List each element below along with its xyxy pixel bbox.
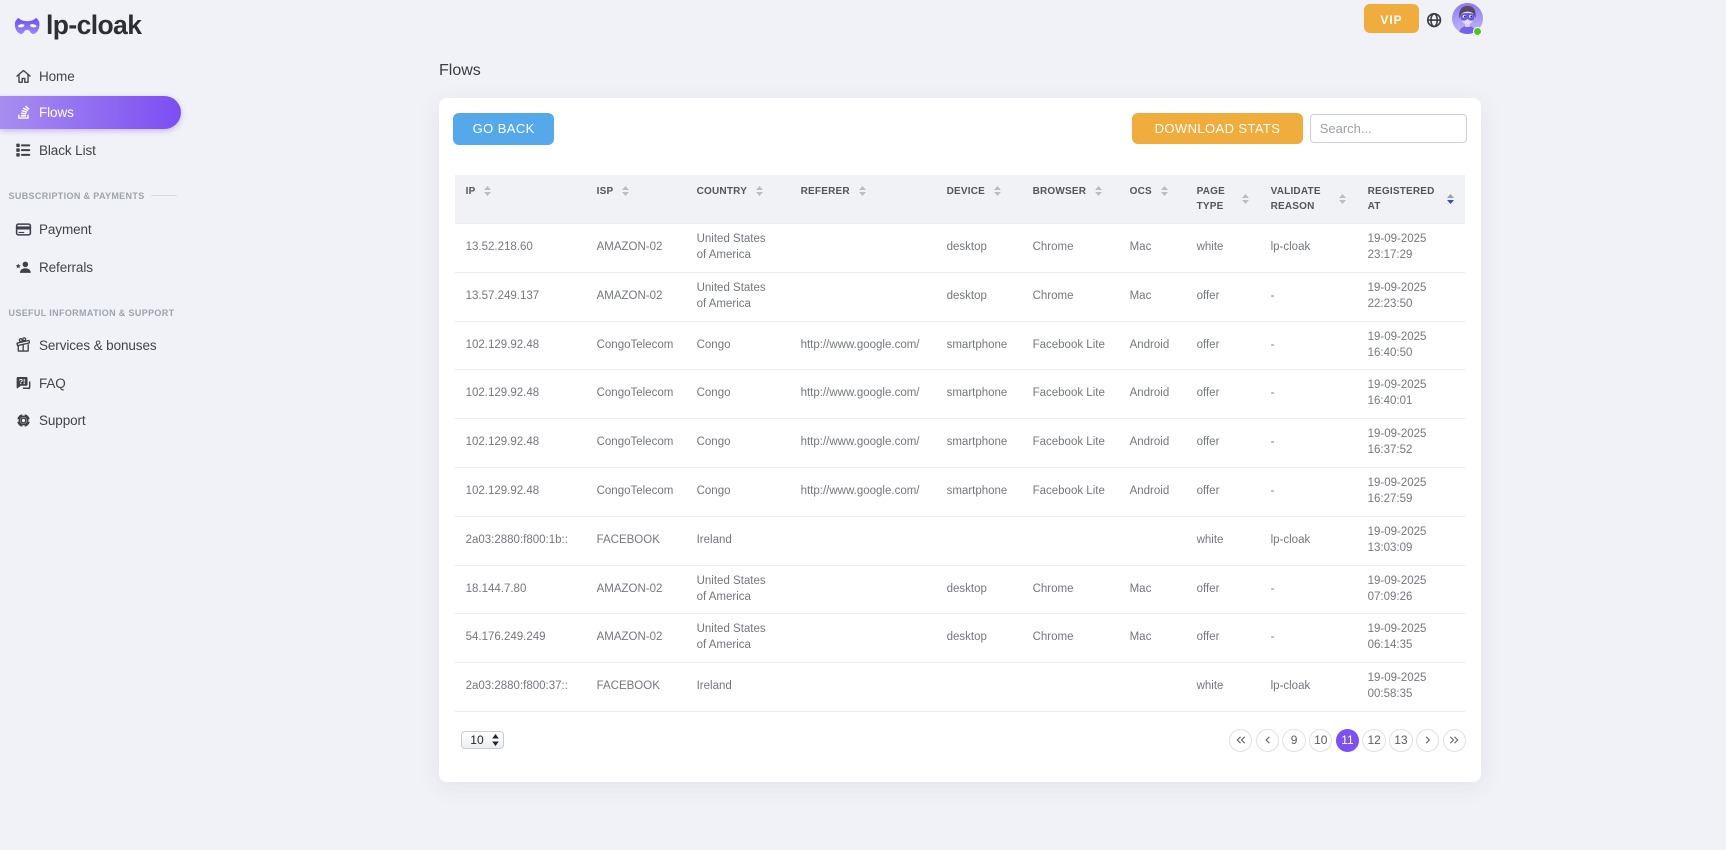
svg-text:?!: ?! bbox=[19, 377, 26, 385]
